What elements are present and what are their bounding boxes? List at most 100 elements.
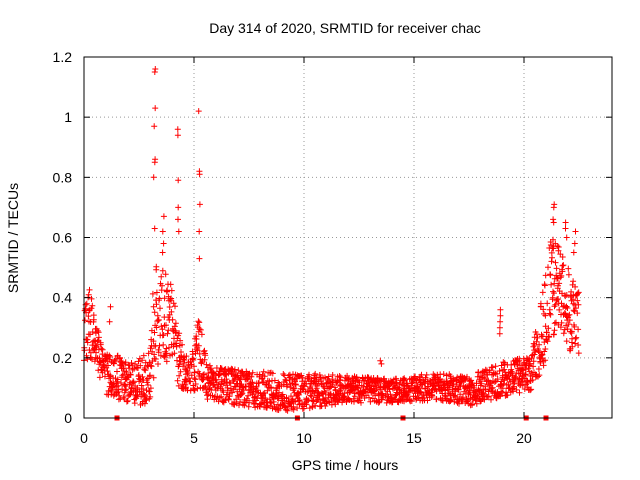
data-point [571, 323, 578, 330]
data-point [531, 334, 538, 341]
data-point [238, 391, 245, 398]
data-point [249, 369, 256, 376]
data-point [545, 325, 552, 332]
data-point [232, 383, 239, 390]
data-point [336, 373, 343, 379]
data-point [241, 402, 248, 409]
data-point [174, 126, 181, 133]
data-point [105, 362, 111, 369]
data-point [460, 394, 466, 401]
data-point [201, 356, 208, 363]
data-point [114, 376, 121, 383]
data-point [162, 351, 169, 357]
data-point [533, 331, 540, 338]
data-point [223, 376, 230, 383]
data-point [551, 320, 558, 327]
data-point [153, 301, 160, 308]
data-point [196, 228, 203, 235]
data-point [393, 375, 400, 382]
data-point [177, 368, 184, 375]
data-point [484, 393, 491, 400]
data-point [541, 282, 548, 289]
data-point [127, 371, 134, 378]
data-point [550, 331, 557, 338]
data-point [561, 310, 568, 317]
data-points [81, 66, 582, 421]
data-point [198, 331, 205, 338]
data-point [132, 361, 139, 367]
data-point [550, 245, 557, 252]
data-point [345, 376, 352, 383]
data-point [83, 300, 90, 307]
data-point [175, 228, 182, 235]
data-point [475, 369, 482, 376]
data-point [260, 368, 267, 375]
data-point [151, 309, 158, 316]
data-point [498, 362, 505, 369]
data-point [552, 259, 559, 266]
data-point [243, 383, 249, 390]
data-point [182, 377, 189, 384]
data-point [153, 263, 160, 270]
data-point [98, 367, 105, 374]
data-point [159, 326, 166, 333]
data-point [130, 378, 137, 385]
data-point [176, 372, 183, 379]
data-point [159, 249, 166, 256]
data-point [294, 405, 301, 412]
data-point [550, 288, 556, 295]
data-point [88, 295, 95, 302]
data-point [116, 354, 123, 361]
data-point [325, 373, 332, 380]
data-point [164, 330, 171, 337]
data-point [506, 376, 513, 383]
data-point [482, 366, 489, 373]
data-point [499, 385, 506, 392]
data-point [128, 385, 135, 392]
data-point [184, 369, 191, 376]
data-point [516, 389, 523, 396]
data-point [572, 228, 579, 235]
data-point [195, 342, 202, 349]
data-point [175, 177, 182, 184]
x-axis-label: GPS time / hours [292, 457, 399, 473]
data-point [549, 294, 556, 301]
data-point [161, 295, 168, 302]
data-point [457, 391, 464, 398]
data-point [196, 350, 203, 357]
data-point [145, 382, 151, 388]
y-tick-label: 0.4 [53, 290, 73, 306]
data-point [218, 393, 225, 400]
data-point [150, 338, 157, 345]
data-point [231, 366, 238, 373]
data-point [143, 396, 150, 403]
data-point [84, 339, 91, 346]
data-point [488, 396, 494, 403]
data-point [538, 352, 545, 359]
data-point [171, 350, 178, 357]
data-point [89, 329, 96, 335]
data-point [120, 365, 127, 372]
data-point [527, 360, 534, 367]
data-point [525, 365, 532, 372]
data-point [351, 398, 357, 405]
data-point [550, 219, 557, 226]
data-point [560, 262, 567, 269]
data-point [559, 254, 566, 260]
data-point [145, 350, 152, 357]
data-point [557, 324, 564, 331]
data-point [548, 281, 555, 288]
data-point [367, 398, 374, 405]
data-point [447, 398, 454, 404]
data-point [551, 290, 557, 297]
data-point [104, 358, 111, 365]
data-point [160, 341, 167, 348]
data-point [329, 372, 336, 378]
data-point [535, 373, 542, 380]
data-point [188, 372, 195, 379]
x-tick-label: 20 [516, 430, 532, 446]
data-point [575, 350, 582, 357]
data-point [501, 366, 508, 373]
data-point [544, 300, 551, 307]
data-point [252, 400, 258, 407]
